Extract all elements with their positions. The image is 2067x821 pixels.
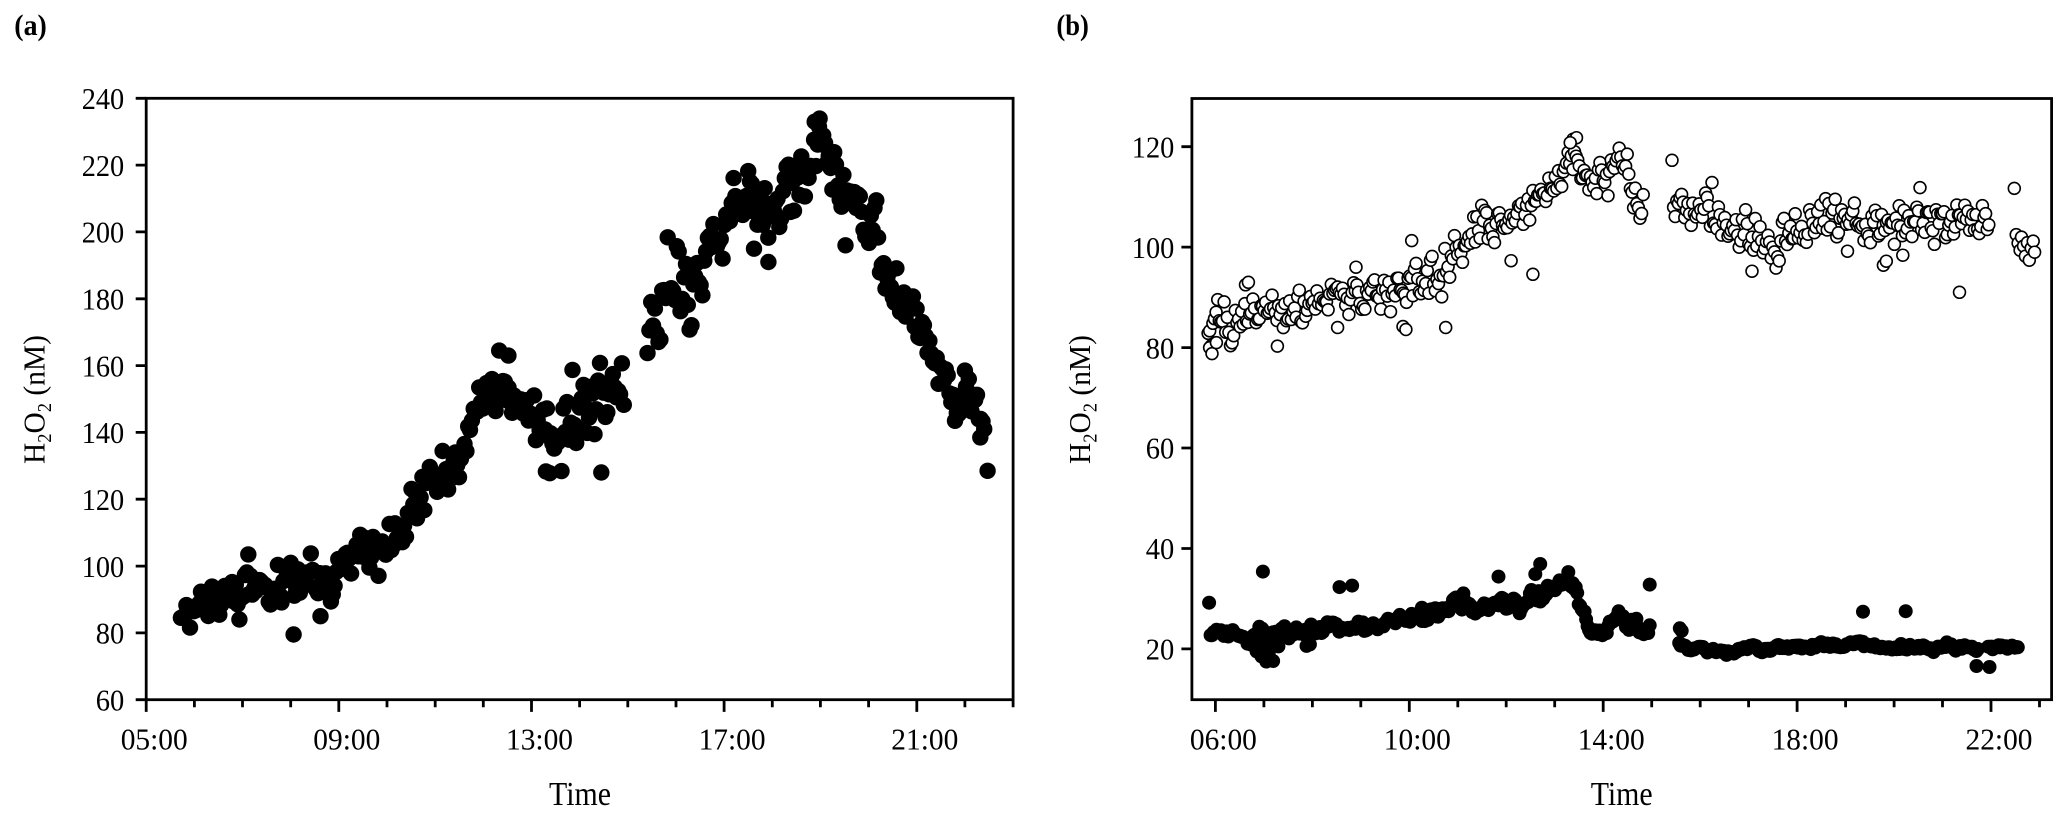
svg-text:14:00: 14:00	[1578, 722, 1645, 757]
svg-text:120: 120	[1132, 129, 1175, 164]
svg-text:H2O2 (nM): H2O2 (nM)	[17, 335, 56, 464]
svg-text:13:00: 13:00	[506, 722, 573, 757]
svg-text:60: 60	[96, 682, 125, 717]
svg-text:80: 80	[96, 616, 125, 651]
svg-text:H2O2 (nM): H2O2 (nM)	[1062, 335, 1101, 464]
svg-text:Time: Time	[549, 776, 611, 813]
svg-text:(b): (b)	[1056, 9, 1089, 42]
svg-text:06:00: 06:00	[1190, 722, 1257, 757]
svg-text:17:00: 17:00	[699, 722, 766, 757]
svg-text:09:00: 09:00	[313, 722, 380, 757]
svg-text:240: 240	[82, 81, 125, 116]
svg-text:200: 200	[82, 215, 125, 250]
svg-text:Time: Time	[1591, 776, 1653, 813]
svg-text:18:00: 18:00	[1772, 722, 1839, 757]
svg-text:120: 120	[82, 482, 125, 517]
svg-text:100: 100	[1132, 230, 1175, 265]
svg-text:20: 20	[1146, 632, 1175, 667]
svg-text:40: 40	[1146, 531, 1175, 566]
svg-text:10:00: 10:00	[1384, 722, 1451, 757]
svg-text:140: 140	[82, 415, 125, 450]
svg-text:21:00: 21:00	[891, 722, 958, 757]
svg-text:80: 80	[1146, 330, 1175, 365]
svg-text:22:00: 22:00	[1966, 722, 2033, 757]
svg-text:60: 60	[1146, 431, 1175, 466]
svg-text:100: 100	[82, 549, 125, 584]
svg-text:160: 160	[82, 348, 125, 383]
svg-text:180: 180	[82, 282, 125, 317]
svg-text:220: 220	[82, 148, 125, 183]
svg-text:05:00: 05:00	[121, 722, 188, 757]
svg-text:(a): (a)	[14, 9, 47, 42]
